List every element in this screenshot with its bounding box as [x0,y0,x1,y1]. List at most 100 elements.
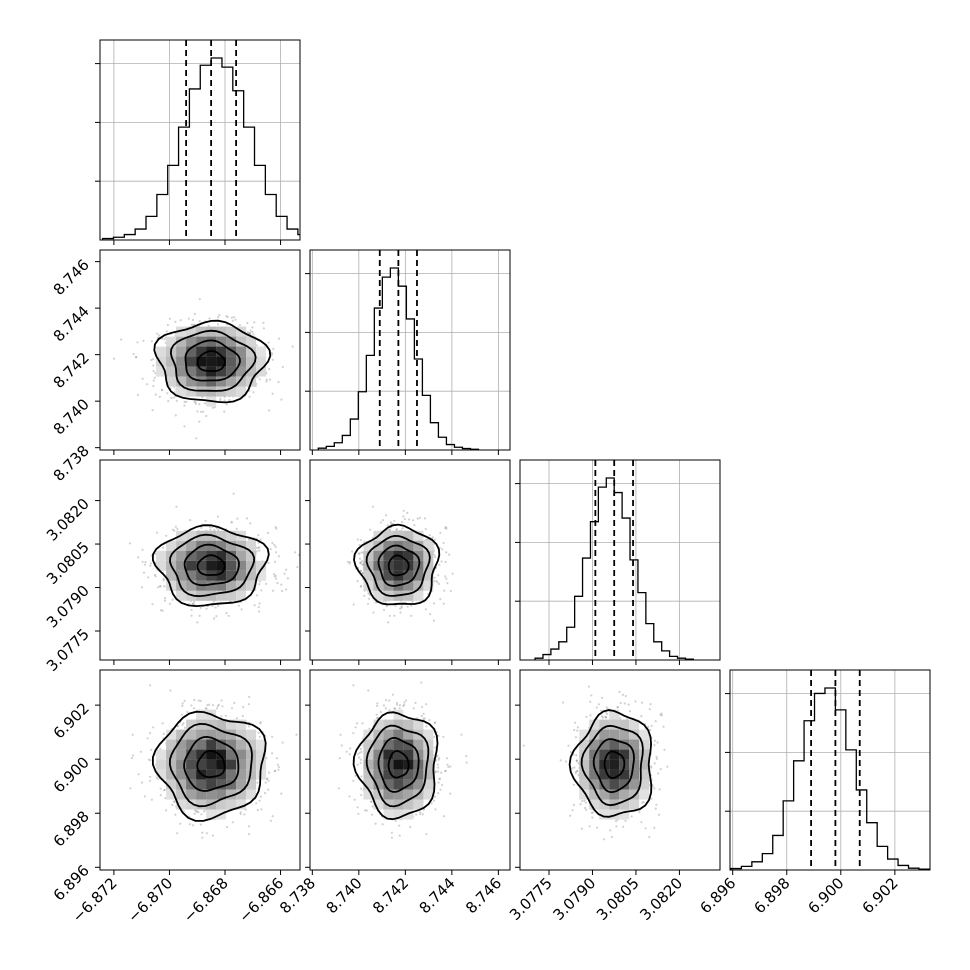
scatter-point [211,406,214,409]
scatter-point [235,717,238,720]
scatter-point [147,758,151,761]
scatter-point [140,586,144,589]
scatter-point [433,555,437,559]
scatter-point [185,400,188,403]
scatter-point [134,356,137,359]
scatter-point [410,614,413,617]
density-cell [226,779,237,790]
scatter-point [408,518,411,521]
scatter-point [271,353,274,356]
scatter-point [199,699,202,703]
scatter-point [154,552,157,556]
scatter-point [195,810,198,813]
scatter-point [433,538,436,541]
scatter-point [422,712,425,715]
density-cell [226,759,237,770]
scatter-point [181,704,184,708]
density-cell [226,580,237,591]
scatter-point [218,313,221,317]
scatter-point [267,531,270,535]
scatter-point [359,569,362,572]
density-cell [186,530,197,541]
scatter-point [192,824,195,827]
scatter-point [371,505,374,508]
scatter-point [194,402,197,405]
density-cell [176,356,187,367]
scatter-point [234,318,237,321]
density-cell [256,356,267,367]
scatter-point [398,824,401,827]
scatter-point [233,316,236,319]
scatter-point [182,810,185,813]
panel-1-1 [305,249,511,455]
scatter-point [141,548,144,551]
scatter-point [172,396,175,399]
scatter-point [149,775,152,778]
scatter-point [192,602,195,605]
scatter-point [232,492,235,495]
scatter-point [247,538,250,541]
scatter-point [212,600,215,603]
scatter-point [189,519,192,522]
density-cell [156,560,167,571]
scatter-point [195,810,198,813]
scatter-point [258,546,261,549]
scatter-point [217,703,220,706]
scatter-point [120,338,123,341]
scatter-point [213,529,216,532]
contour-0 [196,750,226,779]
scatter-point [149,779,152,782]
scatter-point [158,395,161,398]
scatter-point [348,562,351,565]
scatter-point [198,403,201,406]
scatter-point [183,400,186,403]
scatter-point [443,589,446,592]
density-cell [186,366,197,377]
scatter-point [359,584,363,588]
density-cell [206,719,217,730]
density-cell [216,739,227,750]
scatter-point [374,601,377,604]
density-cell [236,769,247,780]
scatter-point [424,608,427,611]
scatter-point [175,399,178,402]
scatter-point [260,808,263,811]
density-cell [186,799,197,810]
scatter-point [255,594,259,597]
density-cell [226,749,237,760]
scatter-point [149,759,152,762]
scatter-point [256,808,259,812]
scatter-point [280,583,283,586]
scatter-point [283,572,286,575]
scatter-point [390,522,393,525]
scatter-point [449,589,452,593]
scatter-point [205,414,208,418]
density-cell [196,560,207,571]
scatter-point [193,809,197,812]
density-cell [236,789,247,800]
scatter-point [157,334,161,337]
scatter-point [148,732,152,735]
scatter-point [159,584,162,588]
scatter-point [356,580,359,583]
scatter-point [358,557,362,560]
density-cell [196,336,207,347]
scatter-point [174,414,177,417]
density-cell [246,739,257,750]
contour-1 [184,339,241,382]
density-cell [176,386,187,397]
contour-1 [183,543,240,587]
scatter-point [274,545,277,549]
panel-frame [309,249,511,451]
density-cell [196,739,207,750]
scatter-point [129,787,132,790]
scatter-point [216,704,219,708]
scatter-point [176,725,180,728]
density-cell [196,789,207,800]
scatter-point [163,338,166,341]
scatter-point [281,365,284,368]
scatter-point [387,621,390,624]
contour-2 [169,329,257,392]
scatter-point [152,358,155,361]
